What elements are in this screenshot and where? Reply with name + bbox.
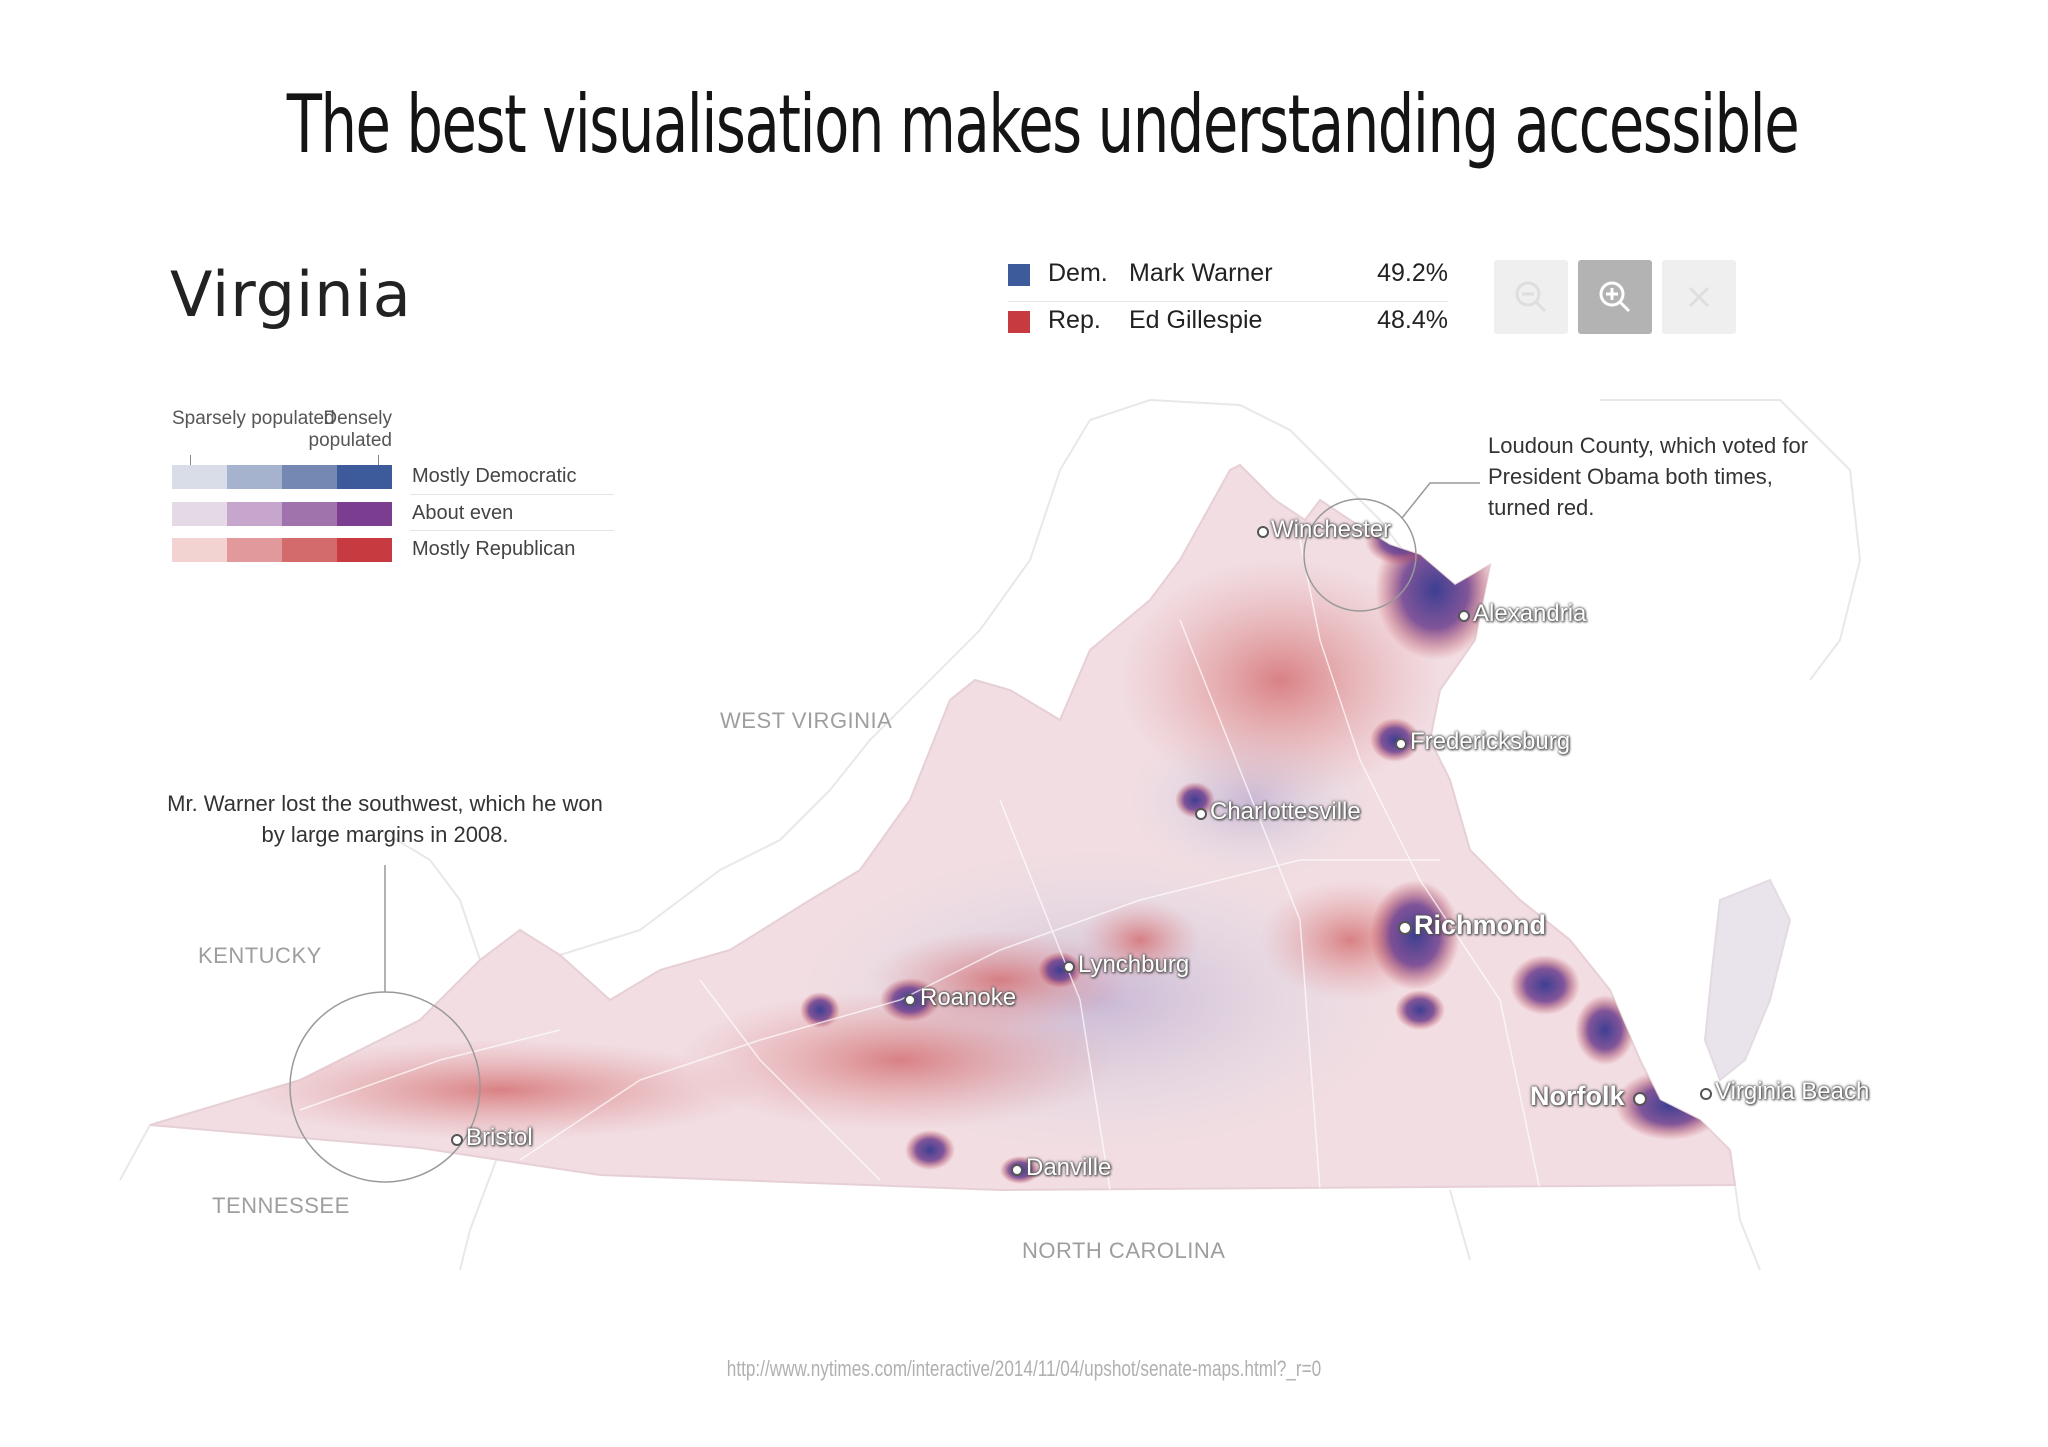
close-icon	[1688, 286, 1710, 308]
loudoun-leader-line	[1401, 482, 1480, 519]
zoom-in-button[interactable]	[1578, 260, 1652, 334]
legend-label: Mostly Republican	[412, 538, 576, 560]
city-label-alexandria: Alexandria	[1473, 600, 1587, 627]
legend-row-democratic: Mostly Democratic	[172, 465, 614, 489]
marker-norfolk	[1633, 1092, 1647, 1106]
city-label-bristol: Bristol	[466, 1124, 533, 1151]
legend-row-republican: Mostly Republican	[172, 538, 614, 562]
region-label-north-carolina: NORTH CAROLINA	[1022, 1238, 1226, 1263]
map-title: Virginia	[170, 258, 412, 331]
region-label-tennessee: TENNESSEE	[212, 1193, 350, 1218]
southwest-annotation: Mr. Warner lost the southwest, which he …	[167, 791, 603, 847]
marker-virginia-beach	[1700, 1088, 1712, 1100]
dem-swatch	[1008, 264, 1030, 286]
marker-bristol	[451, 1134, 463, 1146]
city-label-danville: Danville	[1026, 1154, 1112, 1181]
legend-dense-label: Densely populated	[308, 408, 392, 451]
state-borders	[119, 398, 1862, 1271]
eastern-shore	[1703, 878, 1792, 1082]
close-button[interactable]	[1662, 260, 1736, 334]
vote-percent: 49.2%	[1377, 259, 1448, 287]
city-label-norfolk: Norfolk	[1530, 1081, 1625, 1111]
region-label-west-virginia: WEST VIRGINIA	[720, 708, 893, 733]
rep-swatch	[1008, 311, 1030, 333]
candidate-name: Ed Gillespie	[1129, 306, 1263, 334]
city-label-lynchburg: Lynchburg	[1078, 951, 1190, 978]
city-label-richmond: Richmond	[1414, 910, 1546, 940]
legend-tick	[378, 455, 379, 465]
loudoun-highlight-circle	[1303, 498, 1417, 612]
result-row-dem: Dem. Mark Warner 49.2%	[1008, 255, 1448, 302]
marker-lynchburg	[1063, 961, 1075, 973]
legend-tick	[190, 455, 191, 465]
slide-title: The best visualisation makes understandi…	[286, 78, 1800, 171]
marker-danville	[1011, 1164, 1023, 1176]
city-label-virginia-beach: Virginia Beach	[1715, 1078, 1870, 1105]
legend-row-even: About even	[172, 502, 614, 526]
city-label-winchester: Winchester	[1271, 516, 1392, 543]
results-table: Dem. Mark Warner 49.2% Rep. Ed Gillespie…	[1008, 255, 1448, 348]
party-label: Rep.	[1048, 306, 1101, 334]
city-label-fredericksburg: Fredericksburg	[1410, 728, 1571, 755]
zoom-in-icon	[1599, 281, 1631, 313]
region-label-kentucky: KENTUCKY	[198, 943, 322, 968]
zoom-out-button[interactable]	[1494, 260, 1568, 334]
party-label: Dem.	[1048, 259, 1108, 287]
marker-alexandria	[1458, 610, 1470, 622]
loudoun-annotation: Loudoun County, which voted for Presiden…	[1488, 433, 1809, 520]
marker-roanoke	[904, 994, 916, 1006]
zoom-out-icon	[1515, 281, 1547, 313]
marker-winchester	[1257, 526, 1269, 538]
result-row-rep: Rep. Ed Gillespie 48.4%	[1008, 302, 1448, 348]
city-label-roanoke: Roanoke	[920, 984, 1017, 1011]
candidate-name: Mark Warner	[1129, 259, 1273, 287]
city-markers	[451, 526, 1712, 1176]
legend-divider	[410, 494, 614, 495]
marker-fredericksburg	[1395, 738, 1407, 750]
marker-richmond	[1398, 921, 1412, 935]
vote-percent: 48.4%	[1377, 306, 1448, 334]
source-url[interactable]: http://www.nytimes.com/interactive/2014/…	[726, 1356, 1322, 1381]
legend-label: About even	[412, 502, 514, 524]
city-label-charlottesville: Charlottesville	[1210, 798, 1361, 825]
legend-label: Mostly Democratic	[412, 465, 577, 487]
legend-sparse-label: Sparsely populated	[172, 408, 335, 429]
legend-divider	[410, 530, 614, 531]
marker-charlottesville	[1195, 808, 1207, 820]
